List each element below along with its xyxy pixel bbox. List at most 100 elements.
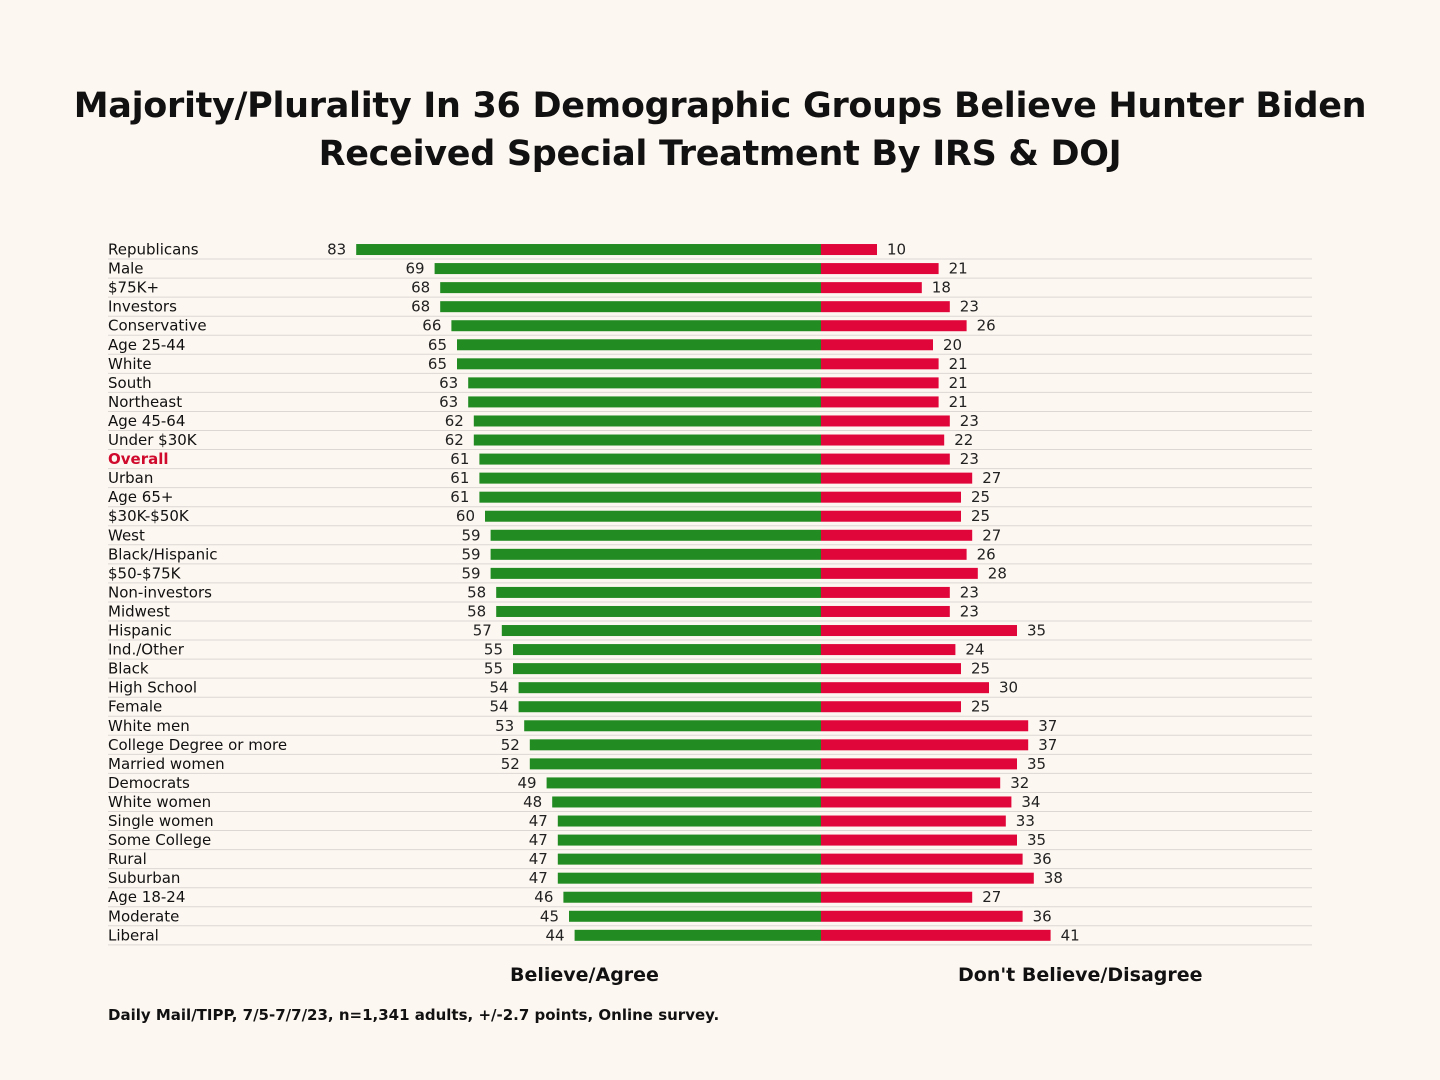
axis-label-dont-believe: Don't Believe/Disagree [958,964,1203,986]
believe-value-age-65: 61 [450,488,469,506]
believe-bar-democrats [546,777,821,789]
believe-bar-northeast [468,396,821,408]
believe-value-age-18-24: 46 [534,888,553,906]
dont-believe-bar-age-25-44 [821,339,933,351]
dont-believe-bar-some-college [821,834,1017,846]
believe-bar-age-65 [479,491,821,503]
dont-believe-value-midwest: 23 [960,602,979,620]
chart-title-line-2: Received Special Treatment By IRS & DOJ [318,134,1122,174]
dont-believe-value-liberal: 41 [1061,926,1080,944]
dont-believe-bar-hispanic [821,625,1017,637]
dont-believe-value-college-degree-or-more: 37 [1038,736,1057,754]
dont-believe-bar-investors [821,301,950,313]
believe-value-age-45-64: 62 [445,412,464,430]
believe-bar-single-women [557,815,821,827]
believe-bar-hispanic [501,625,821,637]
category-label-northeast: Northeast [108,393,182,411]
believe-value-rural: 47 [529,850,548,868]
dont-believe-bar-white-women [821,796,1012,808]
dont-believe-bar-black-hispanic [821,548,967,560]
dont-believe-bar-northeast [821,396,939,408]
believe-value-midwest: 58 [467,602,486,620]
believe-bar-suburban [557,872,821,884]
believe-value-some-college: 47 [529,831,548,849]
category-label-non-investors: Non-investors [108,583,212,601]
dont-believe-bar-overall [821,453,950,465]
believe-value-single-women: 47 [529,812,548,830]
believe-value-northeast: 63 [439,393,458,411]
dont-believe-bar-female [821,701,961,713]
believe-value-age-25-44: 65 [428,336,447,354]
believe-value-male: 69 [406,260,425,278]
believe-bar-west [490,529,821,541]
dont-believe-bar-white [821,358,939,370]
chart-title: Majority/Plurality In 36 Demographic Gro… [0,82,1440,178]
believe-bar-under-30k [473,434,821,446]
believe-bar-urban [479,472,821,484]
believe-bar-white [457,358,821,370]
dont-believe-value-west: 27 [982,526,1001,544]
category-label-white-men: White men [108,717,190,735]
category-label-democrats: Democrats [108,774,190,792]
dont-believe-bar-single-women [821,815,1006,827]
dont-believe-bar-high-school [821,682,989,694]
dont-believe-value-high-school: 30 [999,679,1018,697]
category-label-overall: Overall [108,450,169,468]
category-label-ind-other: Ind./Other [108,641,185,659]
dont-believe-bar-black [821,663,961,675]
dont-believe-value-female: 25 [971,698,990,716]
believe-value-democrats: 49 [518,774,537,792]
dont-believe-value-30k-50k: 25 [971,507,990,525]
dont-believe-value-overall: 23 [960,450,979,468]
dont-believe-value-white-women: 34 [1021,793,1040,811]
category-label-30k-50k: $30K-$50K [108,507,190,525]
dont-believe-value-age-65: 25 [971,488,990,506]
believe-bar-black [513,663,821,675]
category-label-suburban: Suburban [108,869,180,887]
category-label-midwest: Midwest [108,602,170,620]
believe-bar-age-45-64 [473,415,821,427]
dont-believe-value-age-45-64: 23 [960,412,979,430]
believe-bar-black-hispanic [490,548,821,560]
category-label-republicans: Republicans [108,241,199,259]
believe-bar-high-school [518,682,821,694]
category-label-black: Black [108,660,149,678]
believe-bar-age-25-44 [457,339,821,351]
believe-bar-investors [440,301,821,313]
believe-bar-conservative [451,320,821,332]
believe-value-high-school: 54 [490,679,509,697]
believe-value-west: 59 [462,526,481,544]
category-label-hispanic: Hispanic [108,622,172,640]
believe-value-75k: 68 [411,279,430,297]
category-label-female: Female [108,698,162,716]
category-label-black-hispanic: Black/Hispanic [108,545,218,563]
category-label-under-30k: Under $30K [108,431,198,449]
dont-believe-bar-republicans [821,244,877,256]
category-label-investors: Investors [108,298,177,316]
believe-bar-50-75k [490,567,821,579]
chart-title-line-1: Majority/Plurality In 36 Demographic Gro… [73,86,1367,126]
category-label-white-women: White women [108,793,211,811]
dont-believe-bar-under-30k [821,434,945,446]
dont-believe-value-single-women: 33 [1016,812,1035,830]
believe-value-overall: 61 [450,450,469,468]
believe-bar-south [468,377,821,389]
believe-value-white-men: 53 [495,717,514,735]
believe-bar-midwest [496,605,821,617]
believe-bar-non-investors [496,586,821,598]
believe-value-female: 54 [490,698,509,716]
believe-value-republicans: 83 [327,241,346,259]
source-note: Daily Mail/TIPP, 7/5-7/7/23, n=1,341 adu… [108,1006,720,1024]
believe-bar-ind-other [513,644,821,656]
dont-believe-bar-age-65 [821,491,961,503]
dont-believe-bar-college-degree-or-more [821,739,1029,751]
believe-value-married-women: 52 [501,755,520,773]
dont-believe-bar-white-men [821,720,1029,732]
category-label-west: West [108,526,145,544]
dont-believe-bar-midwest [821,605,950,617]
category-label-urban: Urban [108,469,153,487]
dont-believe-value-under-30k: 22 [954,431,973,449]
dont-believe-value-moderate: 36 [1033,907,1052,925]
believe-value-south: 63 [439,374,458,392]
believe-value-ind-other: 55 [484,641,503,659]
